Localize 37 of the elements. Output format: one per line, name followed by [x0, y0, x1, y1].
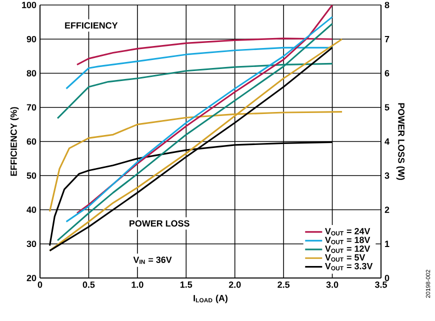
x-tick-label: 1.0 — [132, 282, 144, 288]
y2-axis-title: POWER LOSS (W) — [396, 103, 405, 180]
y2-tick-label: 3 — [384, 172, 390, 179]
legend-label: V$_{OUT}$ = 3.3V — [325, 262, 373, 270]
y-tick-label: 70 — [26, 104, 36, 111]
y-tick-label: 20 — [26, 274, 36, 282]
y-tick-label: 60 — [26, 138, 36, 145]
y2-tick-label: 5 — [384, 104, 390, 111]
annotation: POWER LOSS — [130, 220, 190, 227]
y2-tick-label: 8 — [384, 2, 390, 8]
y2-tick-label: 1 — [385, 240, 390, 247]
annotation: EFFICIENCY — [65, 22, 118, 29]
x-tick-label: 3.5 — [374, 282, 387, 288]
y2-tick-label: 6 — [384, 70, 390, 76]
x-tick-label: 2.0 — [228, 282, 241, 288]
y-tick-label: 40 — [26, 206, 36, 213]
y2-tick-label: 2 — [384, 206, 390, 213]
y-tick-label: 50 — [26, 172, 36, 179]
x-tick-label: 3.0 — [326, 282, 338, 288]
x-tick-label: 2.5 — [278, 282, 290, 288]
x-axis-title: I$_{LOAD}$ (A) — [194, 294, 228, 304]
y-tick-label: 100 — [22, 2, 36, 8]
y2-tick-label: 0 — [384, 274, 390, 282]
y-axis-title: EFFICIENCY (%) — [10, 107, 19, 176]
y-tick-label: 90 — [26, 36, 36, 42]
y2-tick-label: 7 — [384, 36, 390, 42]
legend-label: V$_{OUT}$ = 18V — [325, 236, 370, 244]
y-tick-label: 80 — [26, 70, 36, 76]
y-tick-label: 30 — [26, 240, 36, 248]
x-tick-label: 0 — [38, 282, 42, 288]
legend-label: V$_{OUT}$ = 24V — [325, 228, 370, 236]
legend-label: V$_{OUT}$ = 5V — [325, 254, 366, 262]
annotation: V$_{IN}$ = 36V — [133, 256, 172, 264]
x-tick-label: 1.5 — [180, 282, 192, 288]
legend-label: V$_{OUT}$ = 12V — [325, 246, 370, 253]
y2-tick-label: 4 — [384, 138, 390, 145]
x-tick-label: 0.5 — [82, 282, 95, 288]
